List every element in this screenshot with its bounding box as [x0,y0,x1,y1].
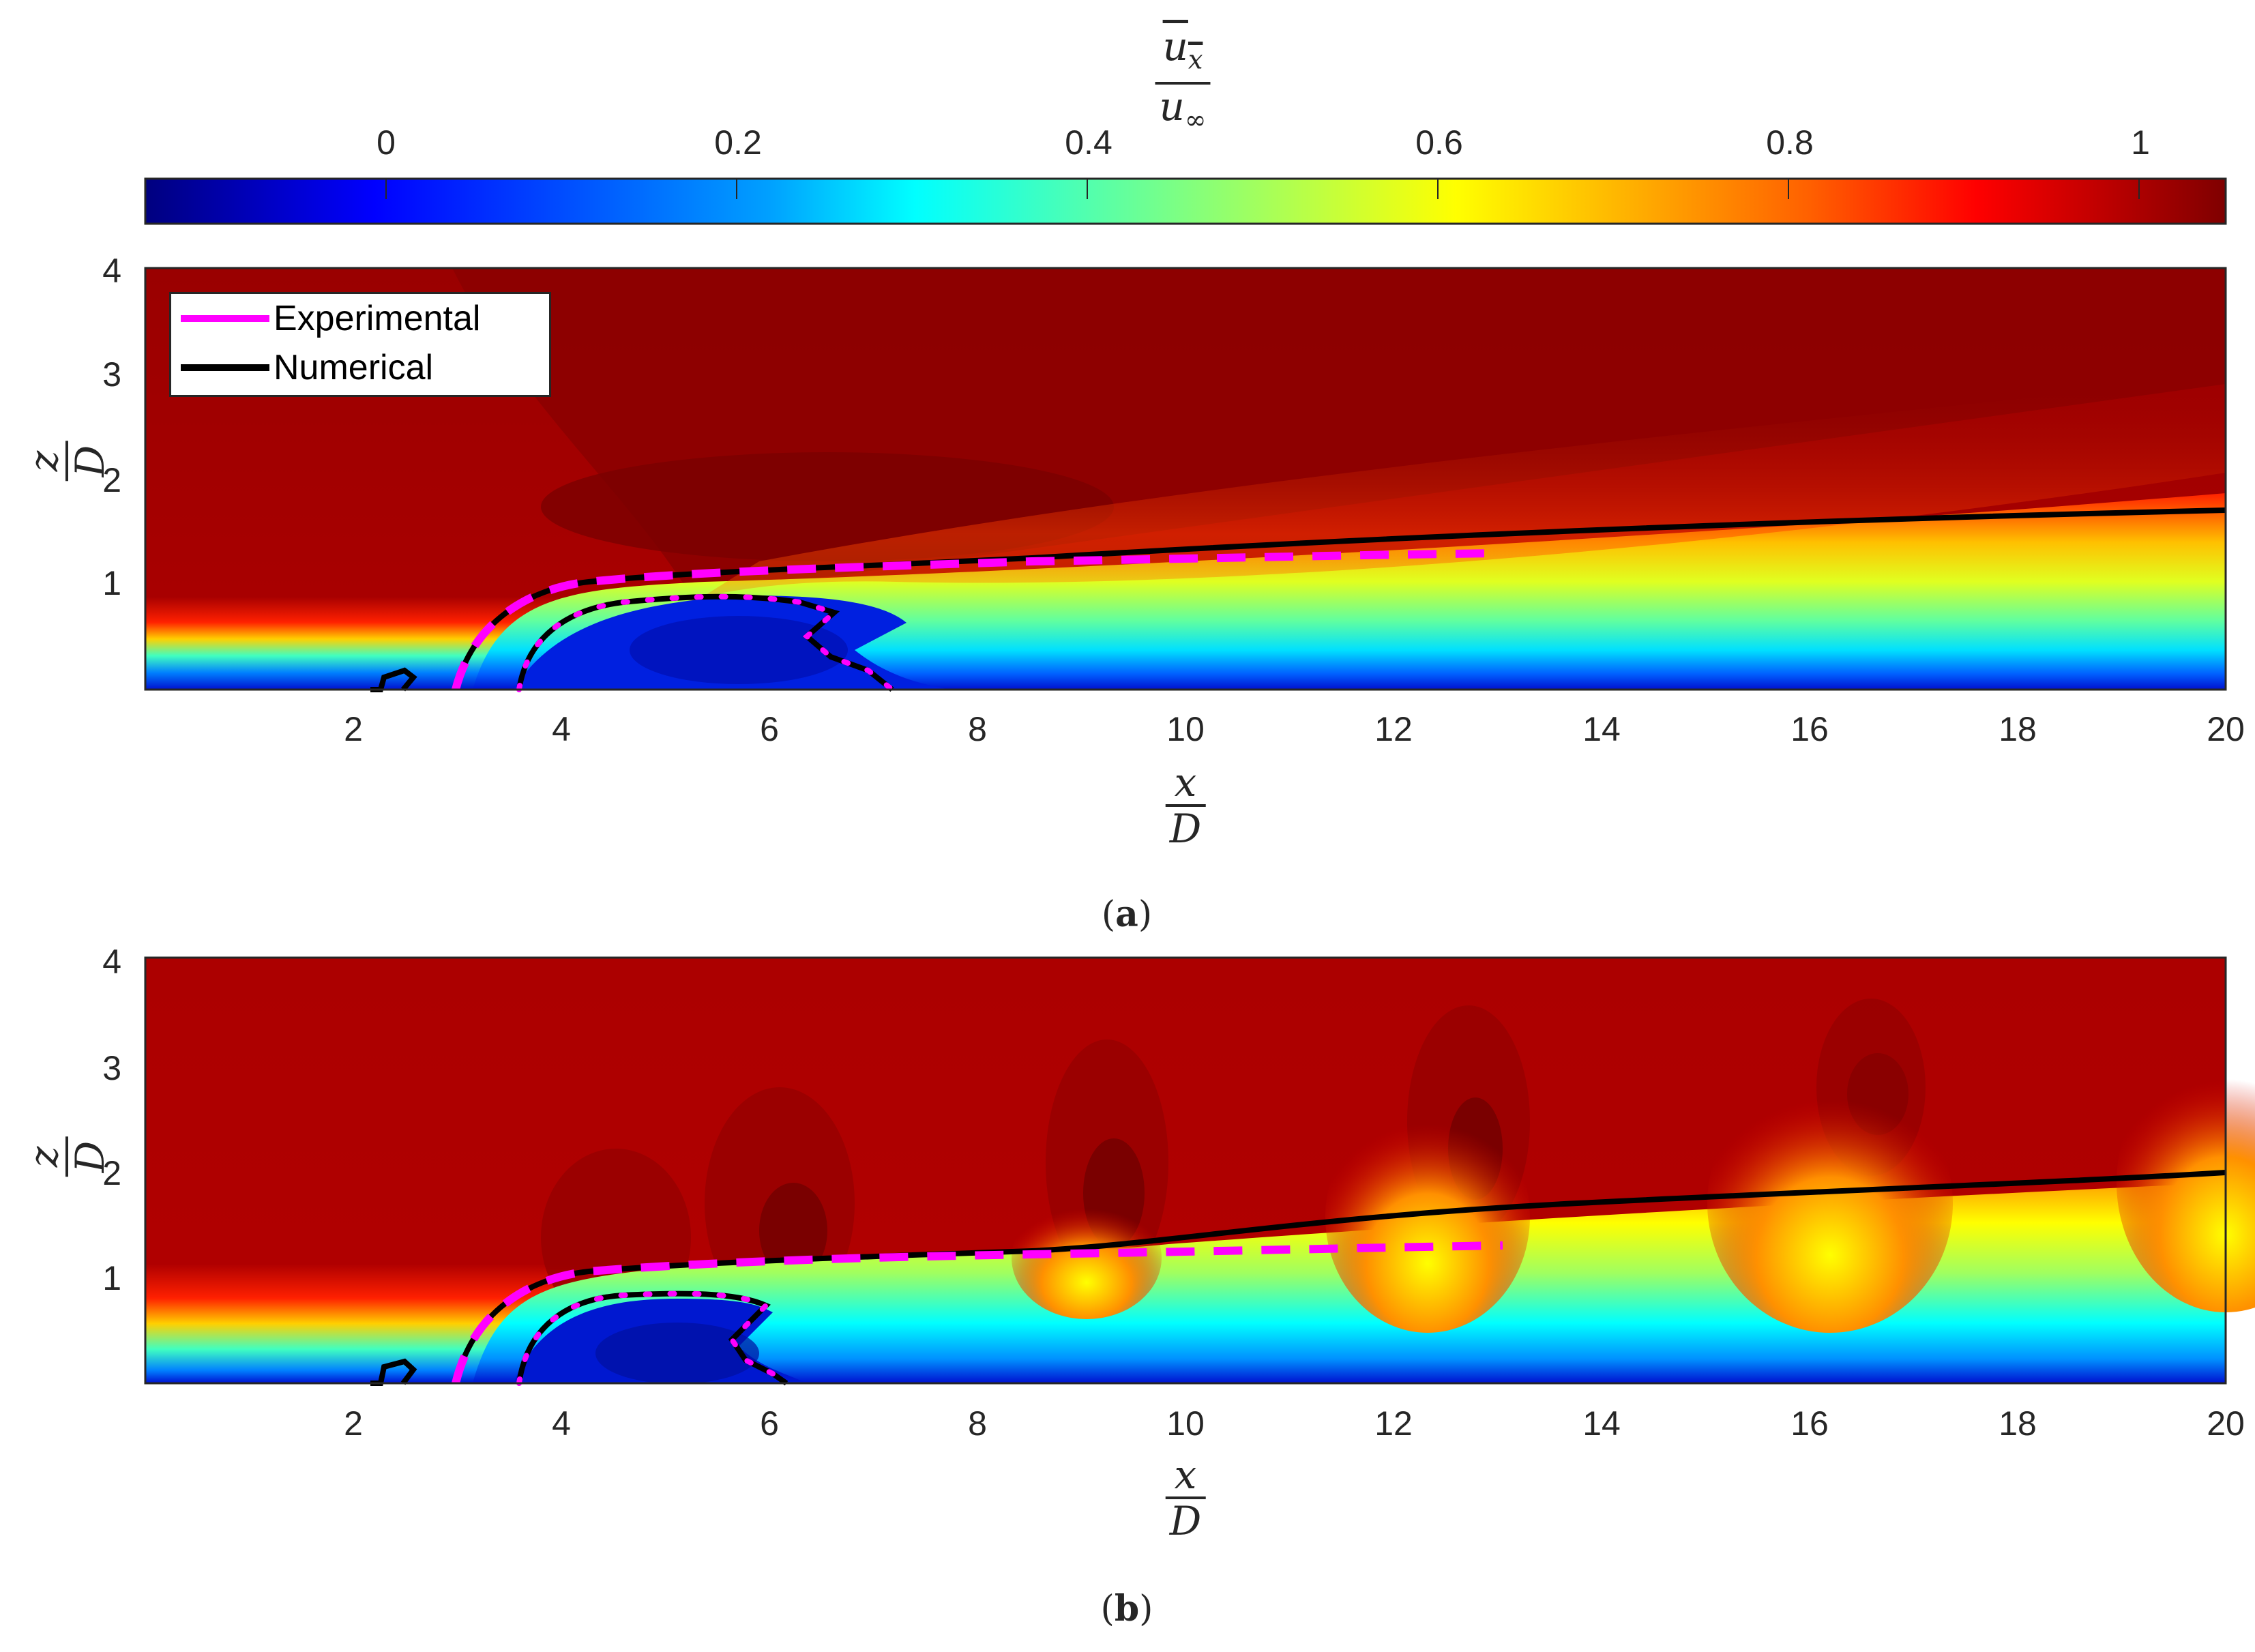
panel-a-caption: (a) [1101,894,1153,935]
colorbar-tick: 0.2 [714,123,762,162]
experimental-curve [452,549,1503,691]
colorbar-tick: 1 [2131,123,2150,162]
legend-item-numerical: Numerical [171,343,549,392]
experimental-curve [452,1241,1503,1385]
colorbar-ticks [385,179,2140,199]
colorbar [144,177,2227,225]
panel-a-xlabel: x D [1165,761,1206,851]
panel-b-ylabel: z D [20,1136,113,1177]
panel-b-plot [144,956,2255,1386]
legend-item-experimental: Experimental [171,294,549,343]
colorbar-tick: 0 [377,123,396,162]
colorbar-tick: 0.4 [1065,123,1112,162]
panel-a-ylabel: z D [20,441,113,482]
colorbar-label: ux u∞ [1155,25,1211,141]
legend: Experimental Numerical [169,292,551,397]
black-line-icon [181,364,269,371]
panel-b-xlabel: x D [1165,1453,1206,1543]
numerical-curve [453,1170,2226,1384]
colorbar-tick: 0.6 [1415,123,1463,162]
magenta-line-icon [181,315,269,322]
colorbar-tick: 0.8 [1766,123,1814,162]
panel-b-caption: (b) [1100,1588,1153,1629]
